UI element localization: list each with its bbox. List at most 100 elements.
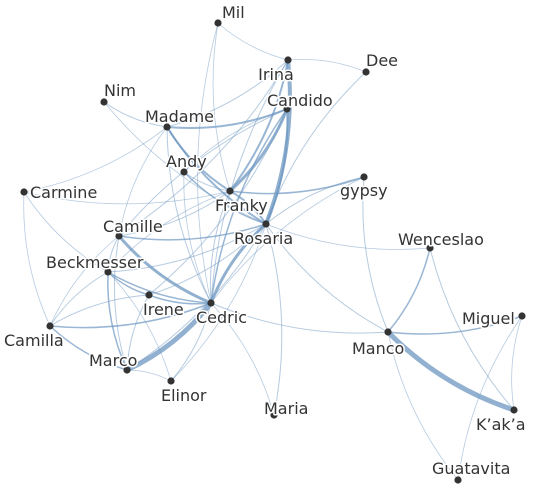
- edge-candido-andy: [183, 108, 288, 173]
- node-dot-mil[interactable]: [214, 19, 222, 27]
- node-dot-franky[interactable]: [226, 187, 234, 195]
- node-madame[interactable]: Madame: [144, 106, 216, 131]
- edge-franky-gypsy: [229, 176, 365, 195]
- node-marco[interactable]: Marco: [88, 350, 139, 374]
- node-dot-camilla[interactable]: [46, 322, 54, 330]
- edge-marco-cedric: [124, 300, 214, 373]
- node-irene[interactable]: Irene: [142, 291, 185, 321]
- node-dot-guatavita[interactable]: [454, 476, 462, 484]
- node-label-manco: Manco: [352, 339, 404, 358]
- node-carmine[interactable]: Carmine: [20, 182, 99, 204]
- node-dot-elinor[interactable]: [167, 377, 175, 385]
- node-label-wenceslao: Wenceslao: [398, 230, 484, 249]
- node-mil[interactable]: Mil: [214, 2, 246, 27]
- edge-layer: [23, 22, 523, 481]
- edge-carmine-camilla: [23, 191, 51, 327]
- edge-irene-marco: [126, 294, 150, 371]
- node-guatavita[interactable]: Guatavita: [431, 458, 512, 484]
- edge-beckmesser-irene: [107, 271, 150, 296]
- edge-gypsy-manco: [362, 176, 389, 333]
- node-wenceslao[interactable]: Wenceslao: [397, 229, 485, 252]
- node-dot-marco[interactable]: [123, 366, 131, 374]
- node-label-mil: Mil: [222, 3, 245, 22]
- node-dot-manco[interactable]: [384, 328, 392, 336]
- edge-nim-rosaria: [103, 101, 267, 225]
- edge-rosaria-wenceslao: [265, 223, 431, 250]
- node-label-marco: Marco: [89, 351, 137, 370]
- edge-camilla-marco: [49, 325, 128, 371]
- node-irina[interactable]: Irina: [257, 56, 295, 86]
- node-label-carmine: Carmine: [30, 183, 97, 202]
- node-dot-dee[interactable]: [362, 68, 370, 76]
- edge-carmine-beckmesser: [23, 191, 109, 273]
- node-miguel[interactable]: Miguel: [461, 308, 526, 330]
- node-andy[interactable]: Andy: [165, 151, 208, 176]
- node-dot-madame[interactable]: [163, 123, 171, 131]
- edge-manco-wenceslao: [387, 247, 431, 333]
- node-camille[interactable]: Camille: [102, 216, 164, 240]
- node-dee[interactable]: Dee: [362, 50, 400, 76]
- node-label-kaka: K’ak’a: [476, 415, 526, 434]
- node-dot-cedric[interactable]: [207, 299, 215, 307]
- edge-mil-irina: [217, 22, 289, 61]
- node-layer: Mil Irina Dee Nim Candido Madame Andy gypsy Carm…: [3, 2, 527, 484]
- node-dot-andy[interactable]: [180, 168, 188, 176]
- node-dot-kaka[interactable]: [510, 406, 518, 414]
- node-dot-gypsy[interactable]: [360, 173, 368, 181]
- edge-mil-cedric: [197, 22, 219, 304]
- edge-manco-guatavita: [387, 331, 459, 481]
- edge-andy-franky: [183, 171, 231, 192]
- edge-rosaria-franky: [229, 190, 267, 225]
- edge-madame-irina: [166, 59, 289, 128]
- node-kaka[interactable]: K’ak’a: [475, 406, 527, 436]
- node-label-rosaria: Rosaria: [234, 229, 293, 248]
- edge-camille-marco: [114, 235, 128, 371]
- edge-irene-cedric: [148, 294, 212, 305]
- node-dot-irina[interactable]: [284, 56, 292, 64]
- node-candido[interactable]: Candido: [266, 90, 334, 113]
- node-camilla[interactable]: Camilla: [3, 322, 65, 352]
- node-dot-candido[interactable]: [283, 105, 291, 113]
- node-label-candido: Candido: [267, 91, 333, 110]
- node-dot-miguel[interactable]: [518, 312, 526, 320]
- edge-camille-rosaria: [118, 223, 267, 241]
- node-franky[interactable]: Franky: [214, 187, 269, 217]
- edge-gypsy-rosaria: [265, 176, 365, 225]
- node-label-madame: Madame: [145, 107, 214, 126]
- edge-beckmesser-marco: [107, 271, 128, 371]
- edge-carmine-madame: [23, 126, 168, 193]
- node-dot-wenceslao[interactable]: [426, 244, 434, 252]
- node-rosaria[interactable]: Rosaria: [233, 220, 295, 250]
- node-manco[interactable]: Manco: [351, 328, 406, 360]
- edge-irina-cedric: [210, 59, 289, 304]
- node-nim[interactable]: Nim: [100, 80, 138, 106]
- edge-dee-rosaria: [265, 71, 367, 225]
- node-dot-maria[interactable]: [270, 411, 278, 419]
- node-dot-carmine[interactable]: [20, 188, 28, 196]
- node-maria[interactable]: Maria: [263, 398, 310, 420]
- node-label-beckmesser: Beckmesser: [46, 253, 144, 272]
- edge-camille-franky: [118, 190, 231, 237]
- edge-elinor-marco: [126, 369, 172, 382]
- edge-camille-irina: [118, 59, 289, 237]
- edge-cedric-manco: [210, 302, 389, 334]
- node-dot-nim[interactable]: [100, 98, 108, 106]
- node-dot-irene[interactable]: [145, 291, 153, 299]
- node-elinor[interactable]: Elinor: [160, 377, 208, 407]
- node-beckmesser[interactable]: Beckmesser: [45, 252, 145, 276]
- edge-manco-kaka: [385, 329, 517, 413]
- node-cedric[interactable]: Cedric: [195, 299, 249, 329]
- node-dot-rosaria[interactable]: [262, 220, 270, 228]
- node-label-elinor: Elinor: [161, 386, 207, 405]
- node-label-miguel: Miguel: [462, 309, 515, 328]
- node-dot-beckmesser[interactable]: [104, 268, 112, 276]
- edge-wenceslao-kaka: [429, 247, 515, 411]
- node-dot-camille[interactable]: [115, 232, 123, 240]
- edge-andy-rosaria: [183, 171, 267, 225]
- edge-gypsy-cedric: [210, 176, 365, 304]
- edge-candido-cedric: [210, 108, 288, 304]
- node-gypsy[interactable]: gypsy: [339, 173, 389, 202]
- edge-miguel-kaka: [511, 315, 523, 411]
- edge-marco-rosaria: [126, 223, 267, 371]
- edge-camilla-cedric: [49, 302, 212, 329]
